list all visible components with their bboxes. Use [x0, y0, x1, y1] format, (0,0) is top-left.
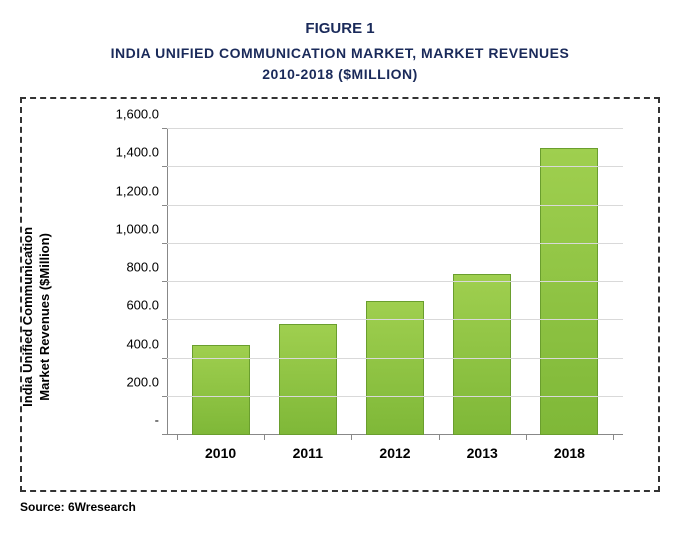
bar-slot: 2018 [526, 129, 613, 435]
bar [279, 324, 337, 435]
y-tick-label: 400.0 [126, 336, 167, 351]
x-tick-mark [264, 435, 265, 440]
x-category-label: 2011 [264, 435, 351, 461]
chart-inner: India Unified Communication Market Reven… [47, 124, 633, 475]
chart-container: India Unified Communication Market Reven… [20, 97, 660, 492]
grid-line [167, 396, 623, 397]
y-tick-label: 200.0 [126, 374, 167, 389]
title-line-2: 2010-2018 ($MILLION) [262, 66, 418, 82]
bar [192, 345, 250, 435]
grid-line [167, 358, 623, 359]
grid-line [167, 319, 623, 320]
y-tick-label: 600.0 [126, 298, 167, 313]
y-tick-label: 1,400.0 [116, 145, 167, 160]
y-tick-mark [162, 205, 167, 206]
y-label-line-1: India Unified Communication [20, 226, 35, 406]
x-tick-mark [177, 435, 178, 440]
x-category-label: 2018 [526, 435, 613, 461]
y-tick-mark [162, 243, 167, 244]
x-tick-mark [439, 435, 440, 440]
x-category-label: 2010 [177, 435, 264, 461]
y-tick-mark [162, 396, 167, 397]
figure-label: FIGURE 1 [15, 20, 665, 37]
bar [540, 148, 598, 435]
y-tick-mark [162, 128, 167, 129]
y-tick-label: 1,200.0 [116, 183, 167, 198]
y-tick-label: - [155, 413, 167, 428]
y-tick-mark [162, 281, 167, 282]
y-tick-mark [162, 434, 167, 435]
source-text: Source: 6Wresearch [20, 500, 660, 514]
x-category-label: 2013 [439, 435, 526, 461]
y-tick-mark [162, 319, 167, 320]
plot-area: 20102011201220132018 -200.0400.0600.0800… [167, 129, 623, 435]
bar-slot: 2012 [351, 129, 438, 435]
x-category-label: 2012 [351, 435, 438, 461]
bar [453, 274, 511, 435]
bar [366, 301, 424, 435]
bar-slot: 2010 [177, 129, 264, 435]
grid-line [167, 128, 623, 129]
x-tick-mark [351, 435, 352, 440]
y-tick-label: 800.0 [126, 260, 167, 275]
bar-slot: 2011 [264, 129, 351, 435]
y-tick-mark [162, 358, 167, 359]
grid-line [167, 243, 623, 244]
y-tick-mark [162, 166, 167, 167]
bars-group: 20102011201220132018 [167, 129, 623, 435]
grid-line [167, 205, 623, 206]
x-tick-mark [526, 435, 527, 440]
title-line-1: INDIA UNIFIED COMMUNICATION MARKET, MARK… [111, 45, 570, 61]
grid-line [167, 281, 623, 282]
chart-title: INDIA UNIFIED COMMUNICATION MARKET, MARK… [15, 43, 665, 85]
y-tick-label: 1,600.0 [116, 107, 167, 122]
grid-line [167, 166, 623, 167]
x-tick-mark [613, 435, 614, 440]
y-label-line-2: Market Revenues ($Million) [37, 233, 52, 401]
bar-slot: 2013 [439, 129, 526, 435]
y-tick-label: 1,000.0 [116, 221, 167, 236]
